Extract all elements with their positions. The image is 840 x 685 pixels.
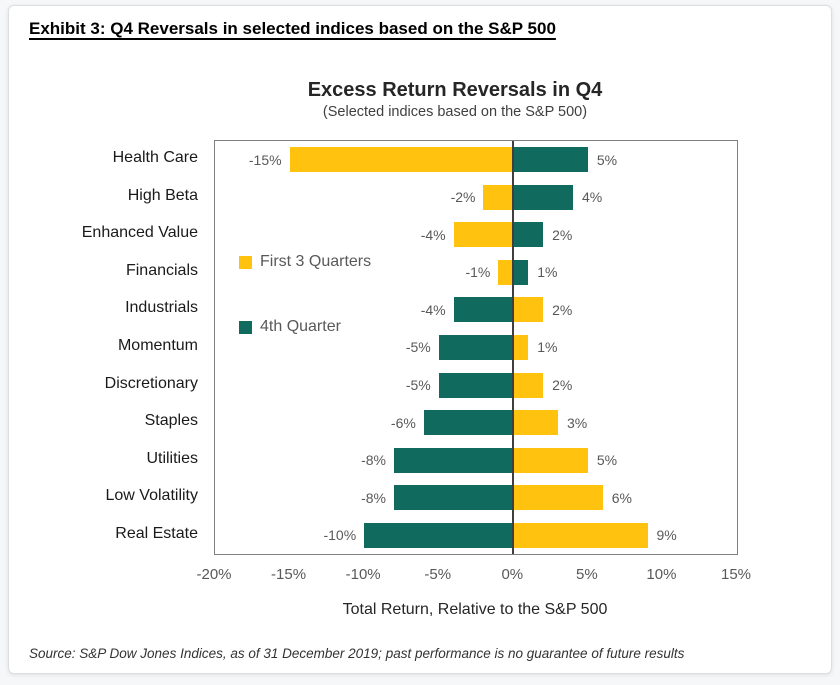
bar-positive — [513, 184, 573, 210]
x-axis-title: Total Return, Relative to the S&P 500 — [342, 601, 608, 618]
bar-negative — [438, 334, 514, 360]
data-label: -6% — [390, 414, 416, 431]
bar-row: -2% 4% — [215, 179, 737, 217]
x-tick-label: -15% — [271, 566, 307, 583]
category-label: Staples — [144, 412, 198, 430]
exhibit-card: Exhibit 3: Q4 Reversals in selected indi… — [8, 5, 832, 674]
legend-item-first-3-quarters: First 3 Quarters — [239, 253, 371, 271]
category-label: Enhanced Value — [81, 224, 198, 242]
category-label: Real Estate — [115, 524, 198, 542]
bar-negative — [364, 522, 514, 548]
data-label: 5% — [596, 452, 618, 469]
bar-row: -15% 5% — [215, 141, 737, 179]
bar-positive — [513, 522, 648, 548]
legend-item-4th-quarter: 4th Quarter — [239, 318, 341, 336]
data-label: -1% — [465, 264, 491, 281]
bar-negative — [453, 222, 514, 248]
bar-row: 3% -6% — [215, 404, 737, 442]
bar-negative — [393, 485, 514, 511]
bar-negative — [483, 184, 514, 210]
bar-negative — [498, 259, 514, 285]
chart-title: Excess Return Reversals in Q4 — [307, 79, 603, 101]
bar-positive — [513, 334, 529, 360]
bar-negative — [438, 372, 514, 398]
bar-negative — [393, 447, 514, 473]
category-label: Financials — [125, 261, 198, 279]
category-label: Utilities — [146, 449, 198, 467]
data-label: 9% — [656, 527, 677, 544]
bar-positive — [513, 222, 544, 248]
x-tick-label: 5% — [576, 566, 598, 583]
plot-area: First 3 Quarters 4th Quarter -15% 5% -2% 4%… — [214, 140, 738, 555]
exhibit-heading: Exhibit 3: Q4 Reversals in selected indi… — [29, 19, 556, 38]
data-label: 6% — [611, 489, 632, 506]
bar-row: 6% -8% — [215, 479, 737, 517]
x-tick-label: 15% — [720, 566, 752, 583]
bar-positive — [513, 447, 588, 473]
data-label: -4% — [420, 226, 446, 243]
source-note: Source: S&P Dow Jones Indices, as of 31 … — [29, 646, 685, 661]
bar-positive — [513, 372, 544, 398]
data-label: -15% — [248, 151, 282, 168]
x-tick-label: -5% — [424, 566, 452, 583]
zero-axis-line — [512, 141, 515, 554]
legend-swatch-green-icon — [239, 320, 252, 334]
data-label: 2% — [552, 301, 573, 318]
category-label: Discretionary — [104, 374, 198, 392]
data-label: -4% — [420, 301, 446, 318]
data-label: 5% — [596, 151, 618, 168]
bar-positive — [513, 147, 588, 173]
data-label: 1% — [537, 264, 558, 281]
bar-row: -1% 1% — [215, 254, 737, 292]
data-label: -8% — [361, 452, 386, 469]
category-label: Industrials — [125, 299, 198, 317]
bar-row: 9% -10% — [215, 516, 737, 554]
x-tick-label: -10% — [345, 566, 381, 583]
data-label: 3% — [567, 414, 588, 431]
data-label: -5% — [405, 377, 431, 394]
category-label: Low Volatility — [105, 487, 199, 505]
legend-label: 4th Quarter — [260, 318, 341, 335]
bar-row: 2% -4% — [215, 291, 737, 329]
chart-subtitle: (Selected indices based on the S&P 500) — [322, 104, 588, 120]
bar-positive — [513, 259, 529, 285]
bar-positive — [513, 410, 559, 436]
data-label: 2% — [552, 377, 573, 394]
x-tick-label: 0% — [501, 566, 524, 583]
data-label: -5% — [405, 339, 431, 356]
chart-title-block: Excess Return Reversals in Q4 (Selected … — [194, 78, 716, 120]
legend-swatch-yellow-icon — [239, 255, 252, 269]
legend-label: First 3 Quarters — [260, 253, 372, 270]
category-label: High Beta — [127, 186, 198, 204]
data-label: -2% — [450, 189, 476, 206]
bar-positive — [513, 485, 603, 511]
bar-negative — [453, 297, 514, 323]
data-label: 4% — [581, 189, 603, 206]
bar-positive — [513, 297, 544, 323]
data-label: -8% — [361, 489, 386, 506]
bar-row: 1% -5% — [215, 329, 737, 367]
data-label: 1% — [537, 339, 558, 356]
data-label: 2% — [552, 226, 573, 243]
x-tick-label: -20% — [196, 566, 232, 583]
category-label: Momentum — [117, 337, 198, 354]
bar-row: 5% -8% — [215, 441, 737, 479]
category-label: Health Care — [112, 149, 198, 167]
bar-negative — [423, 410, 514, 436]
bar-negative — [289, 147, 514, 173]
x-tick-label: 10% — [646, 566, 677, 583]
data-label: -10% — [323, 527, 357, 544]
category-axis: Health Care High Beta Enhanced Value Financ… — [9, 140, 206, 553]
bar-row: -4% 2% — [215, 216, 737, 254]
bar-row: 2% -5% — [215, 366, 737, 404]
